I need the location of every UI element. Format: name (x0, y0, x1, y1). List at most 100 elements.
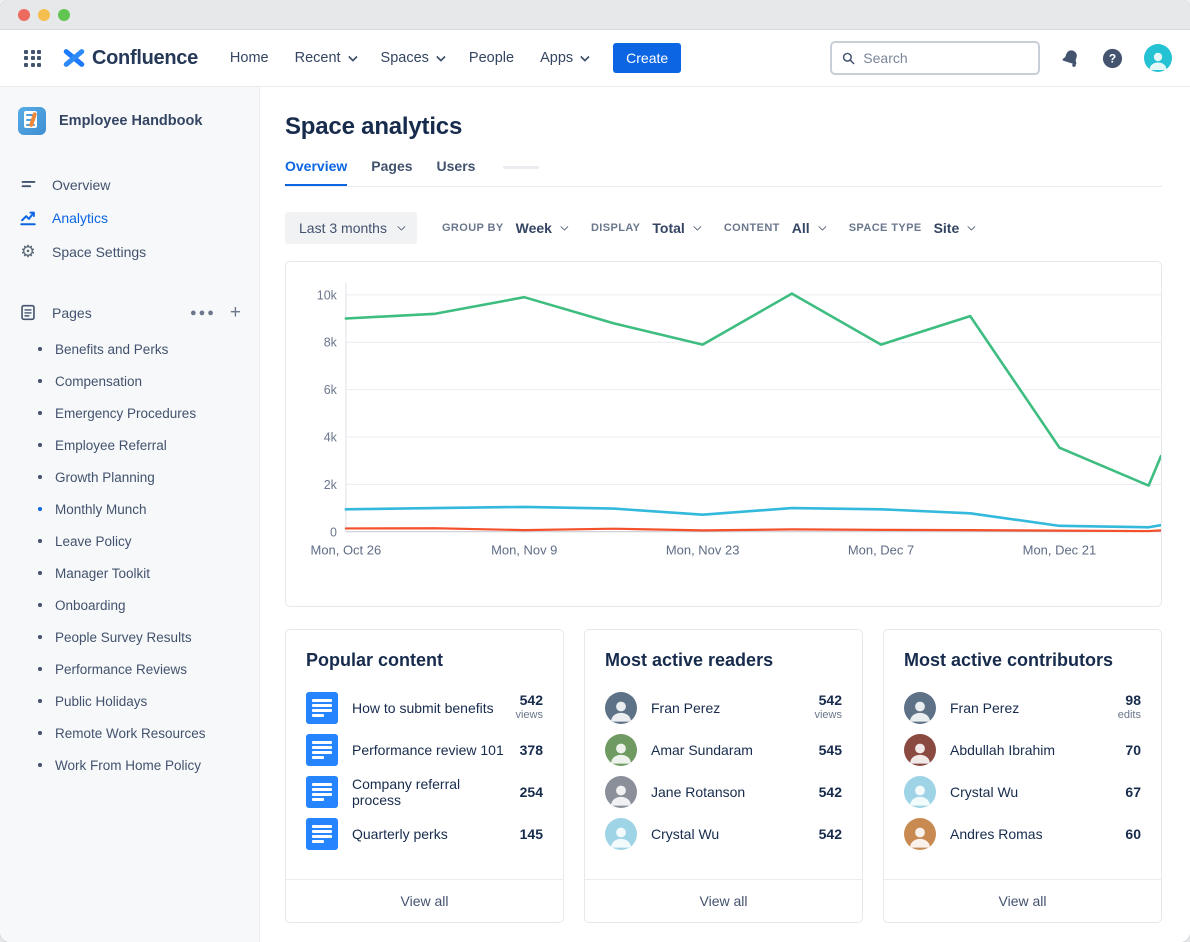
bullet-icon (38, 571, 42, 575)
chevron-down-icon (560, 222, 569, 231)
edits-count: 98 (1125, 692, 1141, 708)
content-dropdown[interactable]: All (792, 220, 827, 236)
page-item[interactable]: Leave Policy (0, 525, 259, 557)
window-minimize-button[interactable] (38, 8, 50, 21)
y-axis-tick-label: 6k (324, 383, 338, 397)
page-item[interactable]: Emergency Procedures (0, 397, 259, 429)
bullet-icon (38, 539, 42, 543)
chevron-down-icon (817, 222, 827, 231)
contributor-row[interactable]: Fran Perez 98 edits (904, 687, 1141, 729)
chevron-down-icon (397, 222, 406, 231)
space-type-label: SPACE TYPE (848, 222, 922, 234)
page-item[interactable]: Employee Referral (0, 429, 259, 461)
date-range-dropdown[interactable]: Last 3 months (285, 212, 417, 244)
page-item[interactable]: Public Holidays (0, 685, 259, 717)
sidebar-item-analytics[interactable]: Analytics (0, 201, 259, 235)
notifications-button[interactable] (1060, 48, 1081, 69)
views-count: 542 (818, 692, 842, 708)
active-readers-card: Most active readers Fran Perez 542 views … (584, 629, 863, 923)
x-axis-tick-label: Mon, Nov 9 (491, 543, 557, 558)
content-row[interactable]: Company referral process 254 (306, 771, 543, 813)
views-count: 545 (818, 741, 842, 758)
reader-row[interactable]: Jane Rotanson 542 (605, 771, 842, 813)
content-row[interactable]: Performance review 101 378 (306, 729, 543, 771)
create-button[interactable]: Create (613, 43, 682, 73)
reader-row[interactable]: Amar Sundaram 545 (605, 729, 842, 771)
tab-users[interactable]: Users (436, 158, 476, 174)
summary-cards: Popular content How to submit benefits 5… (285, 629, 1162, 923)
contributor-row[interactable]: Crystal Wu 67 (904, 771, 1141, 813)
chart-red-line (344, 527, 1161, 533)
filter-bar: Last 3 months GROUP BY Week DISPLAY Tota… (285, 212, 1162, 244)
bullet-icon (38, 507, 42, 511)
window-zoom-button[interactable] (58, 8, 70, 21)
nav-item-recent[interactable]: Recent (295, 50, 358, 66)
nav-item-home[interactable]: Home (229, 50, 269, 66)
nav-item-apps[interactable]: Apps (540, 50, 591, 66)
view-all-button[interactable]: View all (286, 879, 563, 922)
search-box[interactable] (830, 41, 1040, 75)
bullet-icon (38, 763, 42, 767)
window-close-button[interactable] (18, 8, 30, 21)
views-count: 542 (818, 783, 842, 800)
chevron-down-icon (347, 51, 358, 62)
active-contributors-card: Most active contributors Fran Perez 98 ed… (883, 629, 1162, 923)
avatar (605, 692, 637, 724)
page-item[interactable]: Remote Work Resources (0, 717, 259, 749)
chart-blue-line (344, 505, 1161, 529)
analytics-line-chart: 0 2k 4k 6k 8k 10k Mon, Oct 26 Mon, Nov 9 Mon, No… (311, 282, 1161, 558)
tab-pages[interactable]: Pages (371, 158, 413, 174)
help-button[interactable]: ? (1101, 47, 1124, 70)
content-row[interactable]: Quarterly perks 145 (306, 813, 543, 855)
avatar (605, 818, 637, 850)
bell-icon (1062, 49, 1077, 67)
contributor-row[interactable]: Abdullah Ibrahim 70 (904, 729, 1141, 771)
sidebar-item-overview[interactable]: Overview (0, 168, 259, 201)
space-type-dropdown[interactable]: Site (934, 220, 976, 236)
add-page-icon[interactable]: + (229, 301, 241, 323)
display-label: DISPLAY (590, 222, 641, 234)
app-switcher-icon[interactable] (18, 44, 47, 73)
nav-menu: Home Recent Spaces People Apps (229, 50, 591, 66)
page-item[interactable]: Manager Toolkit (0, 557, 259, 589)
page-item[interactable]: Monthly Munch (0, 493, 259, 525)
page-item[interactable]: Onboarding (0, 589, 259, 621)
page-item[interactable]: Compensation (0, 365, 259, 397)
nav-item-people[interactable]: People (468, 50, 515, 66)
main-content: Space analytics Overview Pages Users Las… (260, 86, 1190, 942)
page-doc-icon (306, 818, 338, 850)
page-doc-icon (306, 692, 338, 724)
bullet-icon (38, 731, 42, 735)
confluence-mark-icon (63, 49, 85, 67)
content-row[interactable]: How to submit benefits 542 views (306, 687, 543, 729)
page-item[interactable]: Growth Planning (0, 461, 259, 493)
edits-count: 67 (1125, 783, 1141, 800)
view-all-button[interactable]: View all (585, 879, 862, 922)
page-item[interactable]: Performance Reviews (0, 653, 259, 685)
bullet-icon (38, 603, 42, 607)
page-item[interactable]: Work From Home Policy (0, 749, 259, 781)
page-item[interactable]: Benefits and Perks (0, 333, 259, 365)
card-title: Most active readers (605, 650, 774, 670)
pages-more-options-icon[interactable]: ●●● (189, 306, 216, 319)
reader-row[interactable]: Crystal Wu 542 (605, 813, 842, 855)
sidebar-item-space-settings[interactable]: ⚙ Space Settings (0, 235, 259, 268)
avatar (904, 734, 936, 766)
confluence-logo[interactable]: Confluence (63, 47, 198, 70)
nav-item-spaces[interactable]: Spaces (381, 50, 446, 66)
reader-row[interactable]: Fran Perez 542 views (605, 687, 842, 729)
pages-list: Benefits and Perks Compensation Emergenc… (0, 333, 259, 781)
avatar (904, 818, 936, 850)
page-item[interactable]: People Survey Results (0, 621, 259, 653)
view-all-button[interactable]: View all (884, 879, 1161, 922)
space-header[interactable]: Employee Handbook (0, 107, 259, 135)
group-by-dropdown[interactable]: Week (516, 220, 569, 236)
profile-avatar[interactable] (1144, 44, 1172, 72)
pages-section-header[interactable]: Pages ●●● + (0, 298, 259, 327)
tab-overview[interactable]: Overview (285, 158, 348, 186)
top-navbar: Confluence Home Recent Spaces People App… (0, 30, 1190, 86)
display-dropdown[interactable]: Total (652, 220, 702, 236)
contributor-row[interactable]: Andres Romas 60 (904, 813, 1141, 855)
search-input[interactable] (863, 50, 1028, 66)
y-axis-tick-label: 2k (324, 478, 338, 492)
